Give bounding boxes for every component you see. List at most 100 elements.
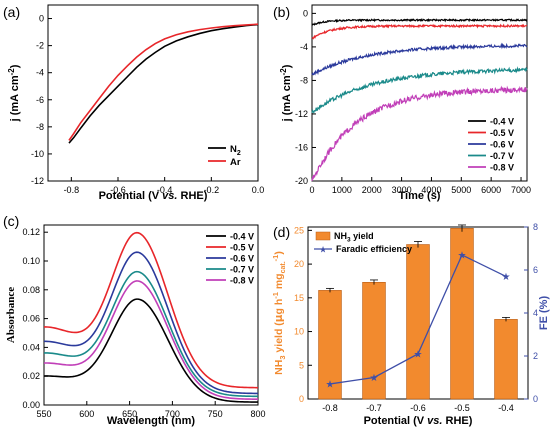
x-tick-label: -0.4 — [157, 185, 173, 195]
y-tick-label: -16 — [295, 142, 308, 152]
fe-point-1-icon: ★ — [370, 373, 379, 384]
x-tick-label: -0.6 — [410, 403, 426, 413]
x-tick-label: -0.8 — [322, 403, 338, 413]
x-axis-label-tail: RHE) — [177, 190, 207, 202]
y-tick-label: 0 — [303, 8, 308, 18]
y-axis-label-main: j (mA cm — [281, 75, 293, 122]
series-line-3 — [43, 270, 259, 398]
fe-point-4-icon: ★ — [502, 272, 511, 283]
series-line-0 — [43, 298, 259, 403]
y-tick-label-right: 4 — [533, 308, 538, 318]
panel-label: (b) — [273, 4, 290, 20]
x-tick-label: 0.0 — [252, 185, 265, 195]
y-tick-label-right: 8 — [533, 222, 538, 232]
legend-swatch-bar — [315, 231, 331, 241]
legend-entry-name: N — [230, 144, 237, 155]
x-axis-label: Time (s) — [399, 190, 441, 202]
y-tick-label: 0.08 — [22, 285, 40, 295]
y-tick-label: -8 — [36, 122, 44, 132]
x-axis-label: Wavelength (nm) — [107, 415, 196, 427]
plot-frame — [43, 224, 259, 406]
y-tick-label-left: 25 — [294, 225, 304, 235]
panel-label: (a) — [3, 4, 20, 20]
legend-entry: -0.5 V — [230, 243, 254, 253]
legend-entry-sub: 2 — [237, 150, 241, 157]
legend-entry-line: Faradic efficiency — [336, 244, 412, 254]
panel-a: (a) -0.8 -0.6 -0.4 -0.2 0.0 0 -2 -4 -6 -8 -10 -12 Pot… — [3, 4, 264, 202]
ylabel-part: μ — [273, 314, 285, 322]
y-tick-label: -10 — [31, 149, 44, 159]
panel-label: (d) — [273, 224, 290, 240]
series-line-4 — [311, 85, 528, 182]
plot-frame — [311, 4, 528, 182]
ylabel-part: yield ( — [273, 322, 285, 356]
legend-entry-bar: NH3 yield — [334, 231, 374, 244]
y-tick-label-right: 2 — [533, 351, 538, 361]
y-axis-label: j (mA cm-2) — [279, 64, 293, 122]
legend-entry: -0.7 V — [230, 265, 254, 275]
y-tick-label-right: 6 — [533, 265, 538, 275]
x-tick-label: 600 — [79, 409, 94, 419]
y-tick-label: -6 — [36, 95, 44, 105]
panel-label: (c) — [3, 213, 19, 229]
legend-entry: -0.4 V — [490, 117, 514, 127]
legend-entry: -0.8 V — [230, 276, 254, 286]
x-axis-label-italic: vs. — [162, 190, 177, 202]
x-tick-label: -0.7 — [366, 403, 382, 413]
x-tick-label: -0.4 — [498, 403, 514, 413]
y-tick-label: -8 — [300, 75, 308, 85]
x-tick-label: 700 — [165, 409, 180, 419]
ylabel-part: NH — [273, 360, 285, 375]
y-tick-label: 0.06 — [22, 314, 40, 324]
fe-point-2-icon: ★ — [414, 349, 423, 360]
series-line-1 — [68, 23, 259, 141]
x-tick-label: -0.2 — [204, 185, 220, 195]
y-axis-label-close: ) — [281, 64, 293, 68]
ylabel-part: ) — [273, 251, 285, 255]
legend-entry: -0.6 V — [230, 254, 254, 264]
x-tick-label: 2000 — [362, 185, 382, 195]
ylabel-part: -1 — [271, 292, 280, 299]
x-tick-label: 0 — [309, 185, 314, 195]
x-tick-label: -0.6 — [110, 185, 126, 195]
bar-2 — [406, 244, 430, 400]
x-axis-label: Potential (V vs. RHE) — [364, 415, 473, 427]
x-tick-label: 650 — [122, 409, 137, 419]
legend-entry: -0.6 V — [490, 140, 514, 150]
y-axis-label-sup: -2 — [7, 68, 16, 76]
plot-frame — [47, 4, 259, 182]
y-tick-label: 0.12 — [22, 227, 40, 237]
x-axis-label-main: Potential (V — [99, 190, 163, 202]
x-tick-label: -0.8 — [64, 185, 80, 195]
ylabel-part: 3 — [278, 355, 287, 359]
bar-4 — [494, 319, 518, 400]
y-tick-label: -4 — [300, 42, 308, 52]
y-tick-label-right: 0 — [533, 394, 538, 404]
y-axis-label-left: NH3 yield (μg h-1 mgcat.-1) — [271, 251, 287, 375]
series-line-2 — [43, 251, 259, 395]
y-axis-label-right: FE (%) — [538, 296, 550, 331]
y-tick-label: -4 — [36, 68, 44, 78]
ylabel-part: -1 — [271, 255, 280, 262]
ylabel-part: cat. — [280, 261, 287, 273]
legend-entry: Ar — [230, 157, 241, 168]
fe-line — [329, 254, 507, 385]
x-tick-label: 5000 — [451, 185, 471, 195]
x-tick-label: 3000 — [392, 185, 412, 195]
y-axis-label-close: ) — [9, 64, 21, 68]
series-line-1 — [43, 231, 259, 389]
x-axis-label-tail: RHE) — [442, 415, 472, 427]
panel-b: (b) 0 1000 2000 3000 4000 5000 6000 7000 0 -4 -8 -12… — [273, 4, 531, 202]
x-tick-label: 800 — [250, 409, 265, 419]
series-line-3 — [311, 66, 528, 114]
y-tick-label-left: 10 — [294, 327, 304, 337]
series-line-0 — [311, 18, 528, 26]
x-axis-label-italic: vs. — [427, 415, 442, 427]
legend-name: NH — [334, 231, 347, 241]
y-tick-label: -12 — [31, 176, 44, 186]
x-tick-label: 750 — [208, 409, 223, 419]
y-axis-label: j (mA cm-2) — [7, 64, 21, 122]
series-line-2 — [311, 42, 528, 76]
x-tick-label: 4000 — [421, 185, 441, 195]
